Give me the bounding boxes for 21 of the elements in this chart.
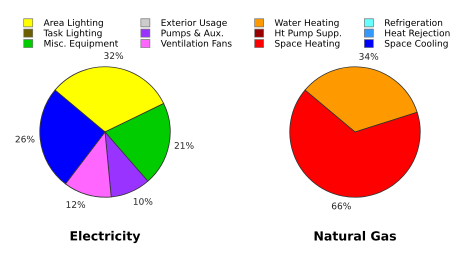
legend-label: Space Cooling (384, 40, 448, 48)
legend-label: Exterior Usage (162, 19, 227, 28)
data-label: 34% (359, 53, 378, 60)
data-label: 21% (174, 142, 194, 149)
text: Natural Gas (314, 230, 396, 241)
legend-label: Pumps & Aux. (162, 30, 223, 38)
data-label: 12% (66, 201, 86, 208)
data-label: 10% (134, 198, 152, 205)
legend-label: Heat Rejection (385, 29, 450, 38)
legend-label: Refrigeration (385, 19, 442, 28)
legend-label: Misc. Equipment (44, 40, 118, 48)
data-label: 26% (16, 136, 34, 143)
data-label: 32% (104, 52, 124, 60)
legend-label: Water Heating (274, 19, 339, 28)
legend-label: Space Heating (275, 40, 340, 48)
legend-label: Task Lighting (44, 29, 102, 38)
legend-label: Ventilation Fans (160, 40, 232, 47)
legend-label: Ht Pump Supp. (275, 30, 341, 38)
text: Electricity (70, 230, 140, 244)
data-label: 66% (332, 202, 351, 210)
legend-label: Area Lighting (44, 19, 103, 28)
